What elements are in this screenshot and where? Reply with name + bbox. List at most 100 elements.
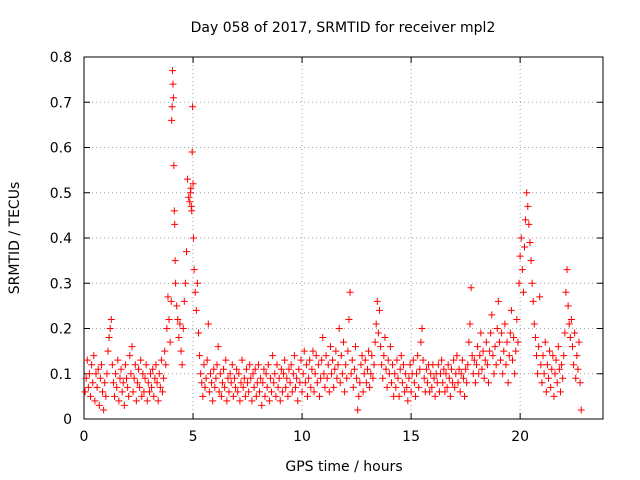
data-point <box>147 370 155 378</box>
data-point <box>281 356 289 364</box>
data-point <box>213 361 221 369</box>
data-point <box>381 334 389 342</box>
data-point <box>248 397 256 405</box>
data-point <box>497 356 505 364</box>
data-point <box>127 370 135 378</box>
data-point <box>95 401 103 409</box>
data-point <box>245 388 253 396</box>
data-point <box>358 352 366 360</box>
data-point <box>206 370 214 378</box>
data-point <box>373 297 381 305</box>
data-point <box>297 356 305 364</box>
data-point <box>487 329 495 337</box>
data-point <box>506 329 514 337</box>
data-point <box>366 383 374 391</box>
data-point <box>570 361 578 369</box>
data-point <box>527 257 535 265</box>
data-point <box>154 397 162 405</box>
data-point <box>280 370 288 378</box>
data-point <box>559 374 567 382</box>
data-point <box>227 379 235 387</box>
data-point <box>423 379 431 387</box>
data-point <box>217 392 225 400</box>
data-point <box>377 343 385 351</box>
data-point <box>369 374 377 382</box>
data-point <box>235 370 243 378</box>
data-point <box>124 383 132 391</box>
data-point <box>518 266 526 274</box>
data-point <box>573 352 581 360</box>
data-point <box>411 392 419 400</box>
data-point <box>204 320 212 328</box>
data-point <box>278 388 286 396</box>
data-point <box>444 361 452 369</box>
data-point <box>324 361 332 369</box>
data-point <box>202 374 210 382</box>
data-point <box>93 383 101 391</box>
data-point <box>179 325 187 332</box>
data-point <box>544 374 552 382</box>
data-point <box>393 356 401 364</box>
data-point <box>511 370 519 378</box>
data-point <box>321 383 329 391</box>
data-point <box>96 374 104 382</box>
data-point <box>350 365 358 373</box>
data-point <box>516 252 524 260</box>
data-point <box>323 374 331 382</box>
data-point <box>232 383 240 391</box>
data-point <box>301 379 309 387</box>
data-point <box>389 361 397 369</box>
data-point <box>91 397 99 405</box>
data-point <box>547 383 555 391</box>
data-point <box>558 361 566 369</box>
data-point <box>363 365 371 373</box>
data-point <box>130 374 138 382</box>
data-point <box>346 288 354 296</box>
data-point <box>298 388 306 396</box>
data-point <box>561 329 569 337</box>
data-point <box>517 234 525 242</box>
data-point <box>490 370 498 378</box>
data-point <box>247 374 255 382</box>
data-point <box>129 388 137 396</box>
data-point <box>576 379 584 387</box>
data-point <box>182 248 190 256</box>
data-point <box>526 239 534 247</box>
data-point <box>107 315 115 323</box>
data-point <box>426 388 434 396</box>
data-point <box>167 297 175 305</box>
data-point <box>534 370 542 378</box>
data-point <box>445 374 453 382</box>
data-point <box>145 388 153 396</box>
data-point <box>177 347 185 355</box>
data-point <box>174 315 182 323</box>
data-point <box>348 356 356 364</box>
data-point <box>507 306 515 314</box>
data-point <box>310 388 318 396</box>
data-point <box>413 370 421 378</box>
data-point <box>333 374 341 382</box>
data-point <box>141 374 149 382</box>
data-point <box>170 162 178 170</box>
x-tick-label: 10 <box>293 429 311 445</box>
data-point <box>156 383 164 391</box>
data-point <box>223 397 231 405</box>
data-point <box>309 347 317 355</box>
data-point <box>240 374 248 382</box>
data-point <box>554 343 562 351</box>
data-point <box>510 334 518 342</box>
x-tick-label: 0 <box>80 429 89 445</box>
data-point <box>417 338 425 346</box>
data-point <box>574 365 582 373</box>
data-point <box>259 379 267 387</box>
data-point <box>188 207 196 215</box>
data-point <box>215 388 223 396</box>
data-point <box>284 392 292 400</box>
data-point <box>378 361 386 369</box>
data-point <box>456 388 464 396</box>
axis-ticks: 0 5 10 15 20 0 0.1 0.2 0.3 0.4 0.5 0.6 0.7 0.8 <box>50 50 603 445</box>
data-point <box>483 361 491 369</box>
data-point <box>539 352 547 360</box>
data-point <box>501 320 509 328</box>
